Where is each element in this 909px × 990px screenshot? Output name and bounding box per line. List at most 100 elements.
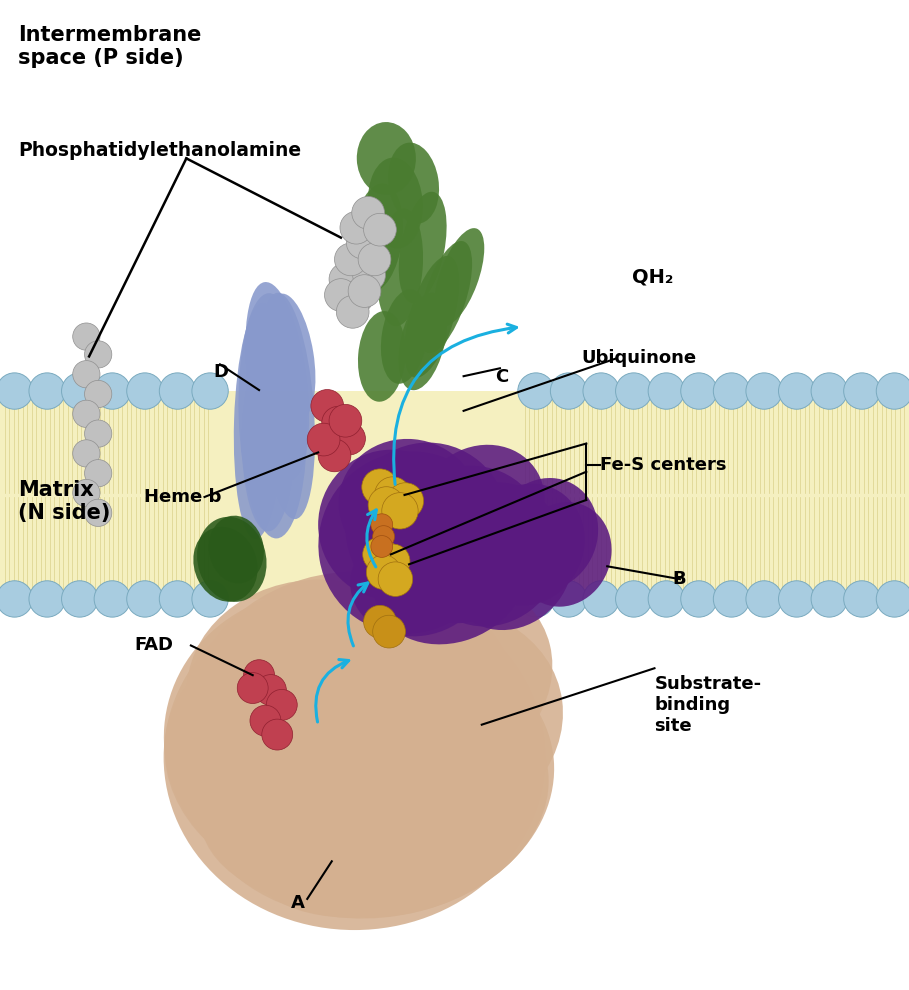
Ellipse shape [445,499,574,630]
Ellipse shape [382,493,418,529]
Ellipse shape [648,581,684,617]
Text: Phosphatidylethanolamine: Phosphatidylethanolamine [18,141,301,159]
Ellipse shape [311,389,344,423]
Ellipse shape [387,483,424,519]
Ellipse shape [350,522,486,637]
Ellipse shape [250,705,281,737]
Text: Intermembrane
space (P side): Intermembrane space (P side) [18,25,202,68]
Ellipse shape [234,303,285,539]
Ellipse shape [0,373,33,409]
Ellipse shape [778,581,814,617]
Ellipse shape [335,243,367,276]
Ellipse shape [85,499,112,527]
Ellipse shape [368,157,423,248]
Ellipse shape [73,360,100,388]
Ellipse shape [159,581,195,617]
Ellipse shape [615,581,652,617]
Ellipse shape [333,422,365,455]
Ellipse shape [358,311,405,402]
Text: D: D [214,363,229,381]
Ellipse shape [242,349,295,532]
Ellipse shape [164,588,509,897]
Ellipse shape [197,517,266,602]
Ellipse shape [746,373,783,409]
Ellipse shape [336,295,369,329]
Ellipse shape [714,373,750,409]
Ellipse shape [237,672,268,704]
Ellipse shape [325,278,357,312]
Ellipse shape [399,192,446,303]
Ellipse shape [346,226,379,259]
Ellipse shape [368,487,405,523]
Ellipse shape [95,373,131,409]
Ellipse shape [62,581,98,617]
Ellipse shape [307,423,340,456]
Ellipse shape [191,636,554,919]
Ellipse shape [238,293,307,539]
Ellipse shape [363,538,397,571]
Ellipse shape [322,406,355,440]
Ellipse shape [0,581,33,617]
Text: Substrate-
binding
site: Substrate- binding site [654,675,762,735]
Ellipse shape [341,280,374,314]
Ellipse shape [339,439,479,571]
Ellipse shape [746,581,783,617]
Ellipse shape [374,514,526,644]
Ellipse shape [352,183,403,292]
Ellipse shape [257,293,315,519]
Ellipse shape [375,544,410,578]
Ellipse shape [126,581,163,617]
Ellipse shape [381,289,428,384]
Ellipse shape [778,373,814,409]
Ellipse shape [681,373,717,409]
Ellipse shape [364,605,396,639]
Ellipse shape [714,581,750,617]
Ellipse shape [876,581,909,617]
Ellipse shape [515,502,612,607]
Ellipse shape [844,373,880,409]
Ellipse shape [550,373,586,409]
Ellipse shape [583,581,619,617]
Ellipse shape [85,380,112,408]
Ellipse shape [518,373,554,409]
Ellipse shape [274,604,563,842]
Ellipse shape [340,211,373,245]
Ellipse shape [345,443,509,611]
Ellipse shape [29,373,65,409]
Ellipse shape [262,719,293,750]
Ellipse shape [284,571,553,795]
Ellipse shape [233,677,549,917]
Ellipse shape [85,341,112,368]
Ellipse shape [192,581,228,617]
Ellipse shape [247,745,516,918]
Ellipse shape [192,373,228,409]
Ellipse shape [419,445,544,565]
Ellipse shape [159,373,195,409]
Ellipse shape [811,373,847,409]
Ellipse shape [377,209,423,326]
Ellipse shape [373,615,405,648]
Ellipse shape [126,373,163,409]
Ellipse shape [165,634,472,891]
Ellipse shape [73,400,100,428]
Ellipse shape [648,373,684,409]
Ellipse shape [200,726,491,908]
Ellipse shape [73,479,100,507]
Ellipse shape [405,255,459,378]
Ellipse shape [266,689,297,721]
Text: Matrix
(N side): Matrix (N side) [18,480,111,524]
Text: B: B [673,570,686,588]
Ellipse shape [419,241,472,353]
Ellipse shape [85,459,112,487]
Ellipse shape [493,478,598,591]
Ellipse shape [876,373,909,409]
Ellipse shape [62,373,98,409]
Ellipse shape [375,477,411,513]
Ellipse shape [371,536,393,557]
Text: QH₂: QH₂ [632,267,674,287]
Ellipse shape [191,571,518,844]
Ellipse shape [164,585,545,930]
Ellipse shape [362,469,398,505]
Ellipse shape [209,516,264,583]
Ellipse shape [318,451,500,634]
